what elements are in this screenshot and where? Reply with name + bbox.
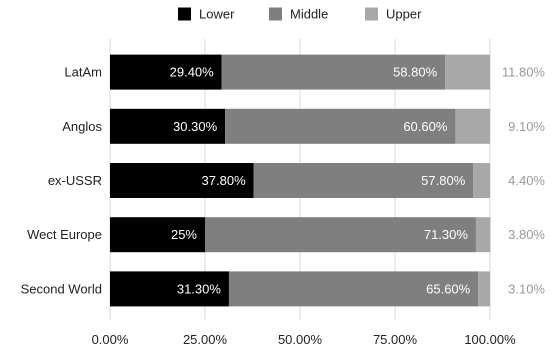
bar-data-labels: 29.40% 58.80% 11.80% 30.30% 60.60% 9.10% 37.80… (170, 65, 546, 297)
legend-swatch-middle (269, 7, 282, 21)
x-tick-label-0: 0.00% (92, 332, 129, 347)
bar-lower-wect-europe (110, 217, 205, 253)
bars (110, 54, 491, 307)
category-label-second-world: Second World (21, 281, 102, 296)
bar-lower-latam (110, 54, 222, 90)
data-label-lower-wect-europe: 25% (171, 227, 197, 242)
legend-label-upper: Upper (386, 7, 422, 22)
data-label-middle-wect-europe: 71.30% (424, 227, 469, 242)
bar-lower-second-world (110, 271, 229, 307)
legend-swatch-lower (178, 7, 191, 21)
legend-label-middle: Middle (290, 7, 328, 22)
data-label-lower-latam: 29.40% (170, 65, 215, 80)
category-label-wect-europe: Wect Europe (27, 227, 102, 242)
bar-upper-anglos (455, 108, 490, 144)
category-axis-labels: LatAm Anglos ex-USSR Wect Europe Second Worl… (21, 65, 103, 297)
data-label-middle-anglos: 60.60% (403, 119, 448, 134)
x-tick-label-3: 75.00% (373, 332, 418, 347)
value-axis-tick-labels: 0.00% 25.00% 50.00% 75.00% 100.00% (92, 332, 517, 347)
bar-middle-latam (221, 54, 446, 90)
data-label-lower-ex-ussr: 37.80% (202, 173, 247, 188)
category-label-ex-ussr: ex-USSR (48, 173, 102, 188)
bar-upper-second-world (478, 271, 490, 307)
x-tick-label-1: 25.00% (183, 332, 228, 347)
category-label-latam: LatAm (64, 65, 102, 80)
data-label-lower-second-world: 31.30% (177, 281, 222, 296)
x-tick-label-2: 50.00% (278, 332, 323, 347)
bar-upper-latam (445, 54, 490, 90)
bar-lower-ex-ussr (110, 163, 254, 198)
data-label-upper-ex-ussr: 4.40% (508, 173, 545, 188)
bar-upper-wect-europe (475, 217, 491, 253)
data-label-upper-wect-europe: 3.80% (508, 227, 545, 242)
bar-middle-anglos (225, 108, 456, 144)
data-label-middle-second-world: 65.60% (426, 281, 471, 296)
bar-lower-anglos (110, 108, 226, 144)
legend-swatch-upper (365, 7, 378, 21)
category-label-anglos: Anglos (62, 119, 102, 134)
bar-middle-ex-ussr (253, 163, 474, 198)
legend: Lower Middle Upper (178, 7, 422, 22)
data-label-lower-anglos: 30.30% (173, 119, 218, 134)
bar-middle-second-world (228, 271, 479, 307)
bar-upper-ex-ussr (473, 163, 490, 198)
data-label-middle-latam: 58.80% (393, 65, 438, 80)
legend-label-lower: Lower (199, 7, 235, 22)
data-label-upper-second-world: 3.10% (508, 281, 545, 296)
x-tick-label-4: 100.00% (464, 332, 516, 347)
data-label-upper-anglos: 9.10% (508, 119, 545, 134)
bar-middle-wect-europe (205, 217, 476, 253)
data-label-middle-ex-ussr: 57.80% (421, 173, 466, 188)
data-label-upper-latam: 11.80% (502, 65, 546, 80)
